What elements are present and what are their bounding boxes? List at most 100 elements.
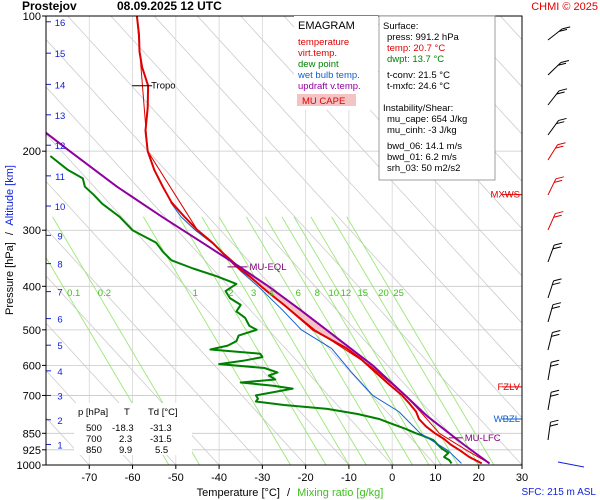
ylabel-pressure: Pressure [hPa]: [4, 242, 16, 315]
wind-barb: [547, 330, 561, 351]
wind-barb: [547, 302, 562, 323]
wind-barb: [547, 142, 566, 161]
mixing-ratio-label: 6: [296, 288, 301, 299]
pressure-tick-label: 925: [23, 445, 41, 457]
mixing-ratio-label: 2: [228, 288, 233, 299]
altitude-tick-label: 12: [55, 141, 66, 152]
table-header-p: p [hPa]: [78, 407, 108, 418]
altitude-tick-label: 9: [57, 231, 62, 242]
adiabat-gridline: [46, 86, 393, 465]
adiabat-gridline: [46, 180, 306, 465]
wind-barb-shaft: [547, 280, 555, 299]
table-row-700-p: 700: [86, 434, 102, 445]
series-updraft-v-temp: [46, 132, 491, 465]
mixing-ratio-label: 12: [341, 288, 352, 299]
wind-barb: [547, 389, 560, 411]
table-row-500-td: -31.3: [150, 423, 172, 434]
wind-barb: [547, 211, 564, 231]
adiabat-gridline: [197, 16, 522, 372]
table-row-700-t: 2.3: [119, 434, 132, 445]
wind-barb-flag: [551, 359, 560, 363]
adiabat-gridline: [544, 16, 600, 465]
wind-barb: [547, 419, 559, 441]
wind-barb-shaft: [547, 244, 555, 263]
temperature-tick-label: -20: [298, 472, 314, 484]
adiabat-gridline: [46, 39, 436, 465]
altitude-tick-label: 8: [57, 260, 62, 271]
mixing-ratio-label: 10: [328, 288, 339, 299]
lfc-label: MU-LFC: [465, 433, 501, 444]
wind-barb-flag: [558, 88, 568, 92]
table-row-500-t: -18.3: [112, 423, 134, 434]
wind-barb-flag: [558, 28, 568, 32]
wind-barb-flag: [557, 62, 567, 66]
wbzl-label: WBZL: [494, 414, 520, 425]
series-dew-point: [49, 155, 453, 464]
temperature-tick-label: 0: [389, 472, 395, 484]
pressure-tick-label: 850: [23, 428, 41, 440]
mixing-ratio-label: 15: [357, 288, 368, 299]
datetime: 08.09.2025 12 UTC: [117, 0, 222, 13]
fzlv-label: FZLV: [497, 382, 520, 393]
wind-barb-flag: [562, 26, 571, 30]
temperature-tick-label: -70: [81, 472, 97, 484]
altitude-tick-label: 13: [55, 111, 66, 122]
info-mucinh: mu_cinh: -3 J/kg: [387, 125, 457, 136]
wind-barb-flag: [551, 389, 560, 393]
altitude-tick-label: 10: [55, 202, 66, 213]
cape-area: [238, 267, 393, 384]
mixing-ratio-label: 0.2: [98, 288, 111, 299]
xlabel-temp: Temperature [°C]: [197, 487, 280, 499]
wind-barb: [547, 88, 568, 106]
wind-barb-shaft: [547, 362, 552, 381]
info-srh03: srh_03: 50 m2/s2: [387, 163, 460, 174]
legend-cape-swatch: [297, 94, 356, 106]
adiabat-gridline: [46, 275, 220, 465]
series-temperature: [135, 16, 483, 465]
ylabel-sep: /: [4, 231, 16, 235]
pressure-tick-label: 300: [23, 225, 41, 237]
altitude-tick-label: 5: [57, 341, 62, 352]
altitude-tick-label: 11: [55, 172, 65, 183]
wind-barb: [547, 26, 571, 41]
wind-barb-shaft: [547, 28, 563, 41]
temperature-tick-label: -10: [341, 472, 357, 484]
wind-barb-shaft: [547, 392, 552, 411]
mixing-ratio-line: [178, 216, 327, 465]
wind-barb-flag: [551, 333, 560, 337]
info-surface-press: press: 991.2 hPa: [387, 32, 460, 43]
plot-frame: [45, 15, 523, 466]
mixing-ratio-line: [281, 216, 430, 465]
adiabat-gridline: [46, 369, 133, 465]
wind-barb-flag: [555, 176, 565, 180]
adiabat-gridline: [110, 16, 522, 465]
temperature-tick-label: 10: [429, 472, 441, 484]
mixing-ratio-line: [142, 216, 291, 465]
wind-barb-flag: [558, 117, 567, 121]
temperature-tick-label: 30: [516, 472, 528, 484]
legend-temperature: temperature: [298, 37, 349, 48]
wind-barb-flag: [552, 302, 562, 306]
wind-barb-flag: [552, 246, 561, 250]
wind-barb-shaft: [547, 144, 558, 161]
table-row-850-p: 850: [86, 445, 102, 456]
info-bwd01: bwd_01: 6.2 m/s: [387, 152, 457, 163]
xlabel-sep: /: [287, 487, 291, 499]
info-instab-title: Instability/Shear:: [383, 103, 453, 114]
eql-label: MU-EQL: [250, 262, 287, 273]
wind-barb: [547, 117, 567, 136]
wind-barb-shaft: [547, 422, 552, 441]
info-mucape: mu_cape: 654 J/kg: [387, 114, 467, 125]
mixing-ratio-line: [218, 216, 367, 465]
wind-barb-flag: [556, 121, 565, 125]
altitude-tick-label: 4: [57, 367, 62, 378]
adiabat-gridline: [46, 322, 177, 465]
station-name: Prostejov: [22, 0, 77, 13]
wind-barb-flag: [552, 282, 561, 286]
legend-title: EMAGRAM: [298, 20, 355, 32]
wind-barb-shaft: [547, 213, 556, 231]
wind-barb-flag: [555, 211, 564, 215]
wind-barb-shaft: [547, 332, 553, 351]
info-tconv: t-conv: 21.5 °C: [387, 70, 450, 81]
